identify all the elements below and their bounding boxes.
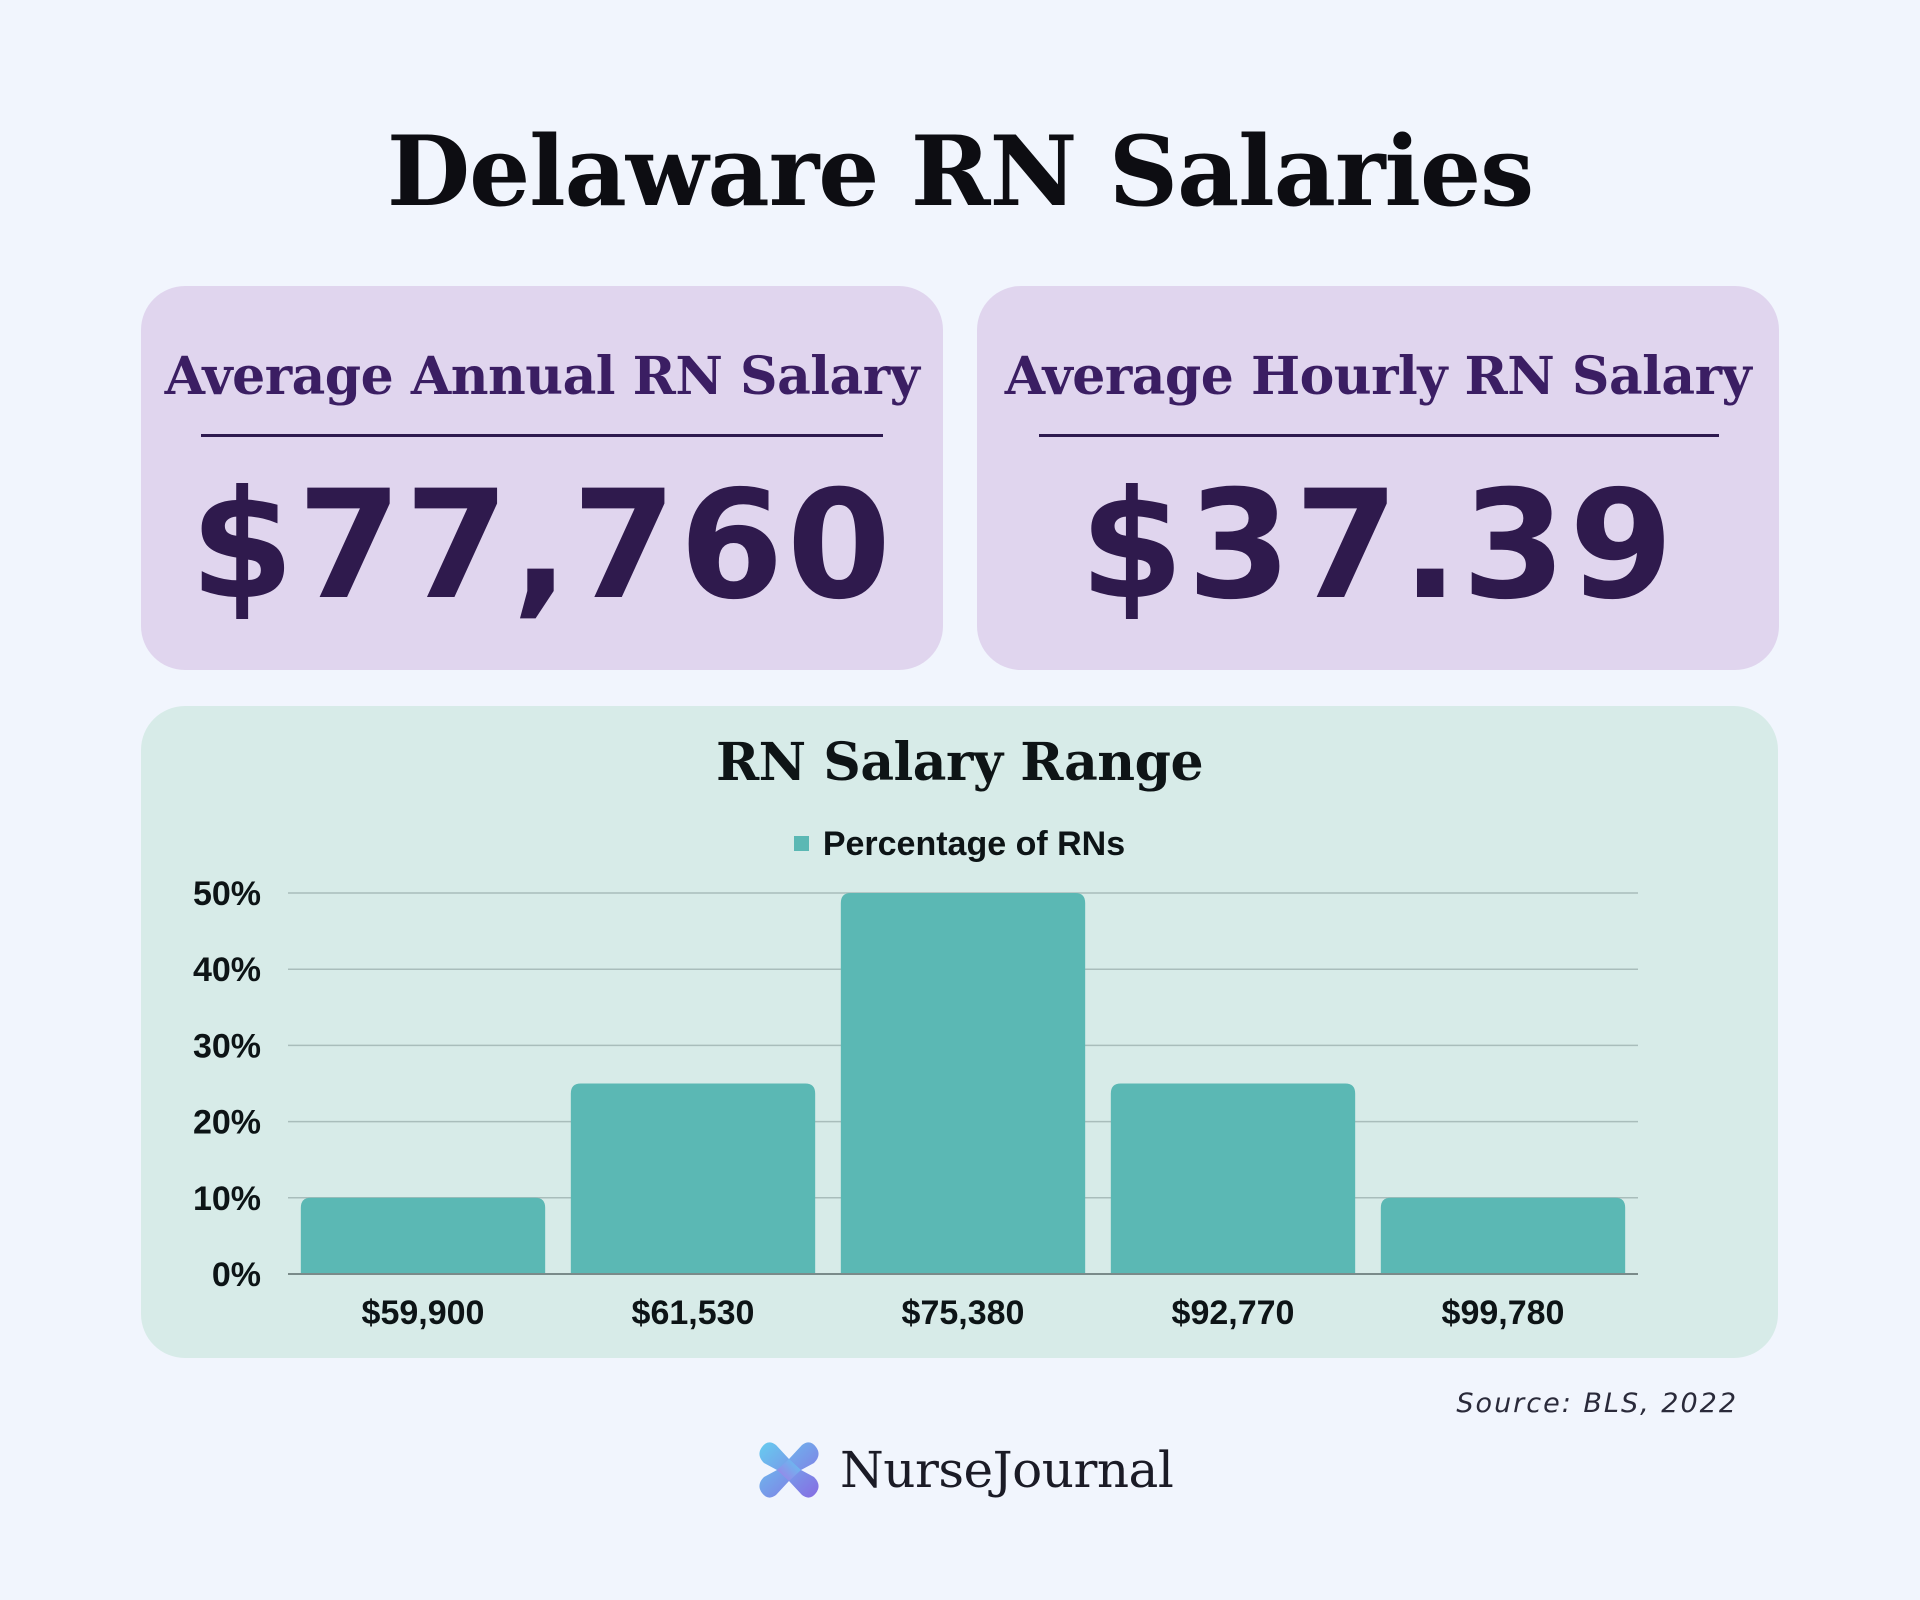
bar-1[interactable] <box>300 1197 546 1274</box>
hourly-salary-label: Average Hourly RN Salary <box>1004 346 1752 407</box>
annual-salary-card: Average Annual RN Salary $77,760 <box>141 286 943 670</box>
y-tick-label: 50% <box>193 875 261 913</box>
chart-title: RN Salary Range <box>715 732 1204 793</box>
annual-salary-divider <box>201 434 883 437</box>
brand-logo[interactable]: NurseJournal <box>752 1430 1174 1510</box>
annual-salary-value: $77,760 <box>189 459 895 633</box>
y-tick-label: 0% <box>212 1256 261 1294</box>
annual-salary-label: Average Annual RN Salary <box>164 346 920 407</box>
x-tick-label: $61,530 <box>632 1294 755 1332</box>
y-tick-label: 30% <box>193 1027 261 1065</box>
y-tick-label: 40% <box>193 951 261 989</box>
y-tick-label: 10% <box>193 1180 261 1218</box>
hourly-salary-divider <box>1039 434 1719 437</box>
brand-name: NurseJournal <box>840 1441 1174 1499</box>
nursejournal-logo-icon <box>759 1442 819 1498</box>
legend-swatch <box>793 836 809 851</box>
bar-5[interactable] <box>1380 1197 1626 1274</box>
chart-legend: Percentage of RNs <box>141 822 1778 866</box>
hourly-salary-card: Average Hourly RN Salary $37.39 <box>977 286 1779 670</box>
source-note: Source: BLS, 2022 <box>1456 1388 1738 1419</box>
y-tick-label: 20% <box>193 1104 261 1142</box>
legend-label: Percentage of RNs <box>822 825 1126 863</box>
x-tick-label: $99,780 <box>1442 1294 1565 1332</box>
bar-4[interactable] <box>1110 1083 1356 1275</box>
x-tick-label: $59,900 <box>362 1294 485 1332</box>
bar-chart: 0% 10% 20% 30% 40% 50% $59,900 $61,530 $75,380 $9… <box>193 875 1638 1332</box>
bar-3[interactable] <box>840 893 1086 1274</box>
bar-2[interactable] <box>570 1083 816 1275</box>
page-title: Delaware RN Salaries <box>386 115 1534 228</box>
salary-range-chart-panel: RN Salary Range Percentage of RNs 0% 10% 2… <box>141 706 1778 1358</box>
hourly-salary-value: $37.39 <box>1079 459 1677 633</box>
x-tick-label: $92,770 <box>1172 1294 1295 1332</box>
x-tick-label: $75,380 <box>902 1294 1025 1332</box>
